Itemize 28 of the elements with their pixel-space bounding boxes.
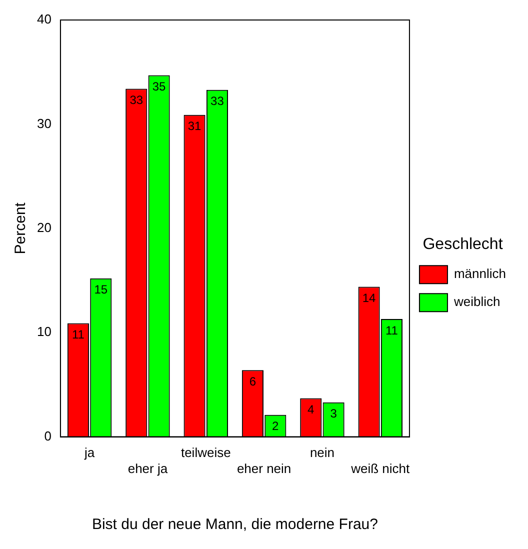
legend-title: Geschlecht [422,236,504,253]
x-tick-label: ja [83,445,96,460]
data-label: 2 [272,419,280,434]
legend-label: männlich [454,266,506,282]
data-label: 31 [188,119,202,134]
data-label: 6 [249,374,256,388]
x-tick-label: weiß nicht [350,460,410,476]
data-label: 15 [94,282,108,297]
y-tick-label: 0 [44,428,52,444]
x-axis-title: Bist du der neue Mann, die moderne Frau? [92,516,378,534]
data-label: 3 [330,406,338,421]
y-axis-title: Percent [12,202,30,254]
data-label: 11 [72,328,85,342]
x-tick-label: nein [310,445,335,460]
y-tick-label: 40 [36,12,52,27]
data-label: 33 [210,94,224,108]
data-label: 35 [152,80,166,94]
data-label: 11 [386,323,398,338]
x-tick-label: teilweise [180,445,231,460]
y-tick-label: 30 [36,116,52,131]
data-label: 4 [308,402,315,417]
y-tick-label: 20 [36,220,52,235]
data-label: 14 [362,291,376,306]
legend-label: weiblich [452,294,500,310]
x-tick-label: eher nein [236,460,292,476]
y-tick-label: 10 [36,324,52,340]
data-label: 33 [130,93,144,108]
x-tick-label: eher ja [128,460,168,476]
